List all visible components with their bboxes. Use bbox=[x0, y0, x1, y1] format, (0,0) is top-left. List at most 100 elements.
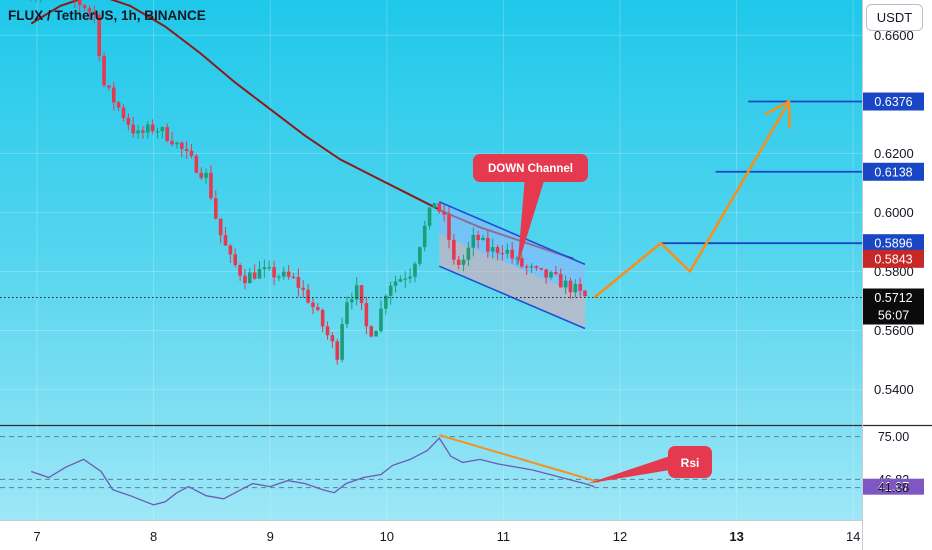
candle-body[interactable] bbox=[238, 265, 242, 276]
candle-body[interactable] bbox=[583, 290, 587, 297]
candles[interactable] bbox=[0, 0, 862, 365]
candle-body[interactable] bbox=[179, 142, 184, 149]
candle-body[interactable] bbox=[320, 309, 325, 327]
candle-body[interactable] bbox=[121, 107, 126, 118]
candle-body[interactable] bbox=[325, 326, 330, 336]
candle-body[interactable] bbox=[170, 141, 174, 145]
candle-body[interactable] bbox=[563, 280, 568, 288]
candle-body[interactable] bbox=[481, 237, 485, 241]
candle-body[interactable] bbox=[262, 267, 267, 270]
candle-body[interactable] bbox=[136, 130, 140, 134]
candle-body[interactable] bbox=[568, 280, 573, 293]
candle-body[interactable] bbox=[437, 203, 442, 212]
rsi-divergence-line[interactable] bbox=[439, 434, 600, 484]
candle-body[interactable] bbox=[388, 285, 393, 296]
candle-body[interactable] bbox=[228, 245, 233, 255]
candle-body[interactable] bbox=[505, 249, 510, 254]
candle-body[interactable] bbox=[379, 308, 383, 331]
candle-body[interactable] bbox=[223, 235, 228, 246]
candle-body[interactable] bbox=[364, 303, 369, 327]
candle-body[interactable] bbox=[82, 5, 87, 9]
candle-body[interactable] bbox=[354, 285, 359, 300]
price-axis-panel[interactable] bbox=[862, 0, 932, 550]
candle-body[interactable] bbox=[422, 225, 427, 248]
candle-body[interactable] bbox=[213, 198, 218, 219]
candle-body[interactable] bbox=[456, 259, 461, 265]
candle-body[interactable] bbox=[175, 142, 179, 145]
projection-path[interactable] bbox=[593, 100, 791, 299]
candle-body[interactable] bbox=[286, 271, 291, 277]
candle-body[interactable] bbox=[291, 276, 296, 279]
candle-body[interactable] bbox=[359, 285, 364, 304]
candle-body[interactable] bbox=[150, 124, 155, 132]
candle-body[interactable] bbox=[126, 117, 131, 125]
currency-button[interactable]: USDT bbox=[866, 4, 923, 31]
candle-body[interactable] bbox=[102, 56, 106, 86]
time-axis-panel[interactable] bbox=[0, 520, 862, 550]
candle-body[interactable] bbox=[267, 267, 272, 269]
candle-body[interactable] bbox=[92, 11, 97, 15]
candle-body[interactable] bbox=[107, 85, 111, 88]
candle-body[interactable] bbox=[461, 259, 466, 265]
candle-body[interactable] bbox=[296, 277, 301, 288]
rsi-pane[interactable] bbox=[0, 426, 862, 520]
candle-body[interactable] bbox=[398, 279, 403, 282]
candle-body[interactable] bbox=[97, 14, 101, 57]
channel-upper-line[interactable] bbox=[438, 201, 586, 266]
candle-body[interactable] bbox=[243, 275, 247, 284]
candle-body[interactable] bbox=[316, 307, 320, 310]
candle-body[interactable] bbox=[486, 237, 490, 252]
candle-body[interactable] bbox=[218, 218, 223, 236]
candle-body[interactable] bbox=[209, 172, 213, 199]
candle-body[interactable] bbox=[194, 155, 199, 173]
candle-body[interactable] bbox=[306, 289, 310, 303]
candle-body[interactable] bbox=[247, 272, 252, 284]
candle-body[interactable] bbox=[510, 249, 514, 259]
candle-body[interactable] bbox=[544, 269, 548, 278]
candle-body[interactable] bbox=[155, 131, 160, 133]
candle-body[interactable] bbox=[165, 127, 170, 142]
down-channel-bubble[interactable] bbox=[473, 154, 588, 182]
candle-body[interactable] bbox=[374, 330, 378, 337]
candle-body[interactable] bbox=[233, 254, 238, 266]
candle-body[interactable] bbox=[466, 247, 471, 260]
candle-body[interactable] bbox=[573, 284, 578, 293]
candle-body[interactable] bbox=[490, 247, 495, 252]
candle-body[interactable] bbox=[116, 102, 121, 108]
candle-body[interactable] bbox=[87, 8, 92, 12]
candle-body[interactable] bbox=[549, 272, 553, 278]
candle-body[interactable] bbox=[301, 287, 306, 290]
candle-body[interactable] bbox=[432, 203, 437, 208]
projection[interactable] bbox=[593, 99, 791, 299]
rsi-line[interactable] bbox=[30, 437, 595, 506]
candle-body[interactable] bbox=[277, 276, 281, 278]
candle-body[interactable] bbox=[529, 266, 534, 268]
candle-body[interactable] bbox=[111, 87, 116, 103]
candle-body[interactable] bbox=[452, 239, 456, 260]
candle-body[interactable] bbox=[418, 247, 422, 264]
candle-body[interactable] bbox=[393, 281, 398, 286]
candle-body[interactable] bbox=[345, 302, 349, 325]
candle-body[interactable] bbox=[408, 276, 412, 279]
rsi-bubble[interactable] bbox=[668, 446, 712, 478]
callouts[interactable]: DOWN Channel Rsi bbox=[473, 154, 712, 484]
candle-body[interactable] bbox=[515, 258, 519, 260]
candle-body[interactable] bbox=[311, 302, 315, 308]
candle-body[interactable] bbox=[539, 267, 544, 270]
candle-body[interactable] bbox=[476, 234, 480, 241]
candle-body[interactable] bbox=[335, 341, 340, 360]
candle-body[interactable] bbox=[204, 172, 208, 178]
candle-body[interactable] bbox=[554, 272, 558, 274]
candle-body[interactable] bbox=[257, 269, 262, 279]
candle-body[interactable] bbox=[447, 214, 451, 240]
candle-body[interactable] bbox=[524, 266, 529, 268]
horizontal-levels[interactable] bbox=[660, 100, 862, 245]
candle-body[interactable] bbox=[145, 124, 150, 133]
candle-body[interactable] bbox=[350, 299, 354, 303]
candle-body[interactable] bbox=[189, 150, 194, 156]
candle-body[interactable] bbox=[340, 324, 344, 360]
candle-body[interactable] bbox=[471, 234, 476, 248]
candle-body[interactable] bbox=[578, 284, 582, 291]
candle-body[interactable] bbox=[534, 266, 539, 268]
candle-body[interactable] bbox=[442, 211, 446, 215]
